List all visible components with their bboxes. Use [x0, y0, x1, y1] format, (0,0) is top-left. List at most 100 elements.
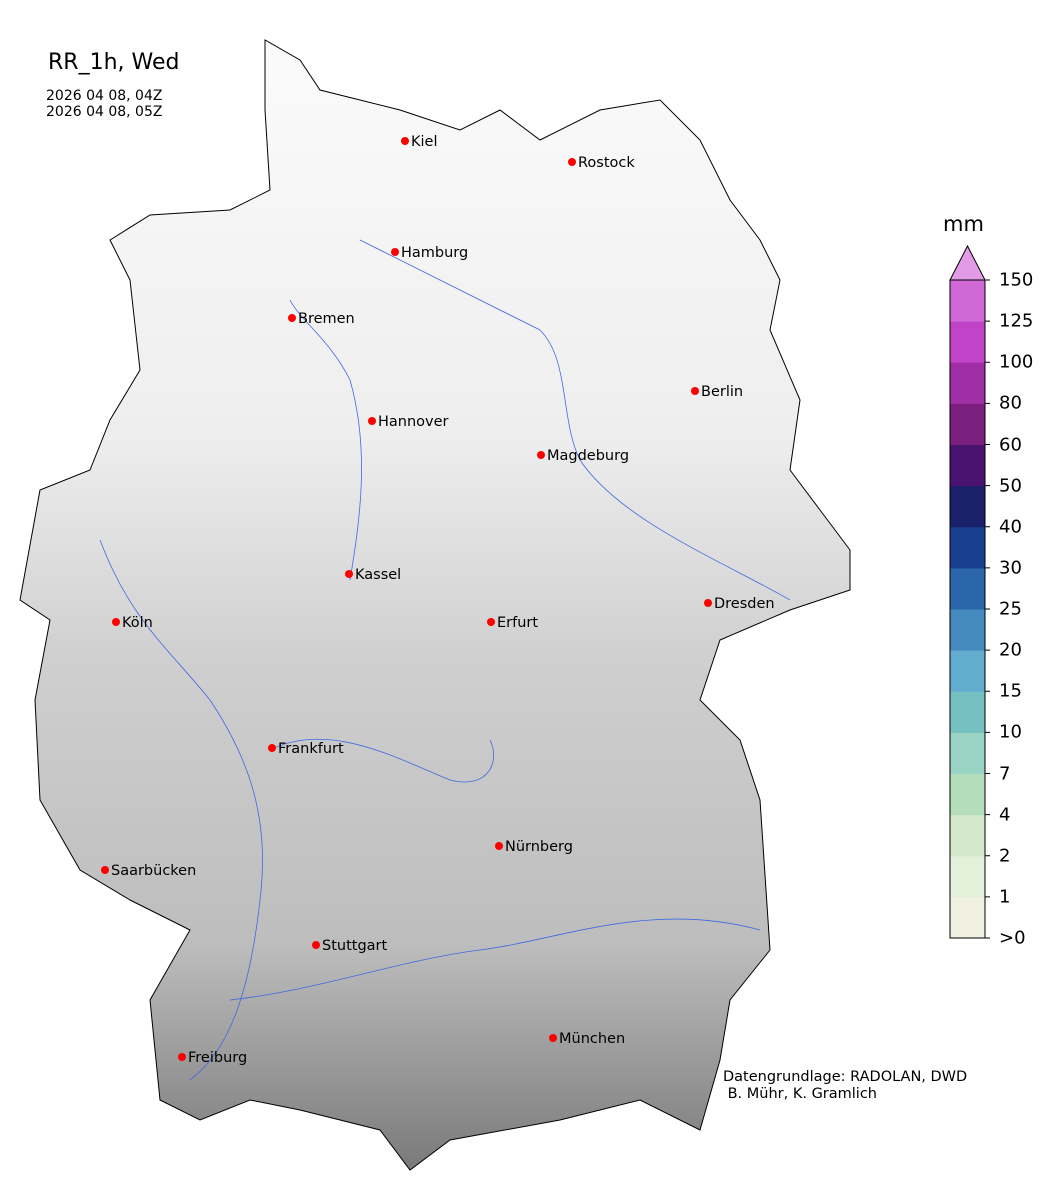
credits: Datengrundlage: RADOLAN, DWD B. Mühr, K.…: [723, 1069, 967, 1103]
city-label: Magdeburg: [547, 448, 629, 464]
credit-authors: B. Mühr, K. Gramlich: [723, 1086, 877, 1102]
city-saarbücken: Saarbücken: [101, 863, 196, 879]
city-berlin: Berlin: [691, 384, 743, 400]
colorbar-bin: [950, 567, 985, 610]
colorbar-bin: [950, 732, 985, 774]
city-label: Freiburg: [188, 1050, 247, 1066]
colorbar-bin: [950, 321, 985, 363]
colorbar-tick-label: 60: [999, 434, 1022, 455]
city-label: Köln: [122, 615, 153, 631]
colorbar-bin: [950, 855, 985, 898]
colorbar-tick-label: >0: [999, 927, 1026, 949]
city-label: Saarbücken: [111, 863, 196, 879]
colorbar-extend-arrow: [949, 244, 986, 281]
colorbar: [949, 244, 990, 939]
city-label: Nürnberg: [505, 839, 573, 855]
colorbar-tick-label: 1: [999, 886, 1011, 908]
city-label: Kassel: [355, 567, 401, 583]
colorbar-tick-label: 30: [999, 557, 1022, 579]
colorbar-tick-label: 100: [999, 351, 1034, 373]
river-danube: [229, 918, 761, 1001]
colorbar-tick-label: 2: [999, 845, 1011, 867]
city-stuttgart: Stuttgart: [312, 938, 388, 954]
colorbar-tick-label: 150: [999, 269, 1034, 291]
city-marker: [312, 941, 320, 949]
city-marker: [549, 1034, 557, 1042]
city-marker: [704, 599, 712, 607]
colorbar-tick-label: 25: [999, 598, 1022, 620]
city-marker: [178, 1053, 186, 1061]
city-marker: [288, 314, 296, 322]
colorbar-bin: [950, 362, 985, 404]
city-marker: [391, 248, 399, 256]
colorbar-tick-label: 125: [999, 310, 1034, 332]
city-nürnberg: Nürnberg: [495, 839, 573, 855]
colorbar-tick-label: 50: [999, 475, 1022, 497]
city-dresden: Dresden: [704, 596, 775, 612]
city-label: Dresden: [714, 596, 775, 612]
city-marker: [401, 137, 409, 145]
city-label: Hamburg: [401, 245, 468, 261]
city-magdeburg: Magdeburg: [537, 448, 629, 464]
city-freiburg: Freiburg: [178, 1050, 247, 1066]
colorbar-bin: [950, 280, 985, 322]
cities: Kiel Rostock Hamburg Bremen Berlin Hannover Ma…: [101, 134, 775, 1066]
city-kassel: Kassel: [345, 567, 401, 583]
city-label: Hannover: [378, 414, 449, 430]
colorbar-tick-label: 15: [999, 680, 1022, 702]
rivers: [99, 239, 791, 1081]
map-title: RR_1h, Wed: [48, 50, 180, 75]
colorbar-bin: [950, 650, 985, 692]
city-köln: Köln: [112, 615, 153, 631]
city-marker: [368, 417, 376, 425]
city-marker: [487, 618, 495, 626]
colorbar-bin: [950, 526, 985, 569]
river-weser: [289, 299, 362, 581]
city-label: Berlin: [701, 384, 743, 400]
city-bremen: Bremen: [288, 311, 355, 327]
city-marker: [268, 744, 276, 752]
colorbar-tick-label: 10: [999, 721, 1022, 743]
city-label: Bremen: [298, 311, 355, 327]
city-marker: [495, 842, 503, 850]
city-rostock: Rostock: [568, 155, 635, 171]
time-end: 2026 04 08, 05Z: [46, 104, 163, 120]
city-label: München: [559, 1031, 625, 1047]
city-marker: [537, 451, 545, 459]
city-frankfurt: Frankfurt: [268, 741, 344, 757]
time-start: 2026 04 08, 04Z: [46, 88, 163, 104]
river-rhine: [99, 539, 263, 1081]
city-erfurt: Erfurt: [487, 615, 538, 631]
city-hamburg: Hamburg: [391, 245, 468, 261]
colorbar-bin: [950, 691, 985, 733]
colorbar-bin: [950, 773, 985, 816]
city-label: Frankfurt: [278, 741, 344, 757]
colorbar-bin: [950, 403, 985, 445]
city-marker: [345, 570, 353, 578]
city-kiel: Kiel: [401, 134, 438, 150]
city-label: Rostock: [578, 155, 635, 171]
colorbar-bin: [950, 444, 985, 487]
city-label: Kiel: [411, 134, 438, 150]
colorbar-bin: [950, 609, 985, 651]
city-marker: [568, 158, 576, 166]
city-label: Erfurt: [497, 615, 538, 631]
city-label: Stuttgart: [322, 938, 388, 954]
colorbar-bin: [950, 896, 985, 939]
city-münchen: München: [549, 1031, 625, 1047]
colorbar-bin: [950, 485, 985, 528]
river-main: [269, 738, 494, 783]
city-marker: [112, 618, 120, 626]
city-marker: [691, 387, 699, 395]
germany-outline: [19, 39, 851, 1171]
river-elbe: [359, 239, 791, 601]
colorbar-tick-label: 80: [999, 392, 1022, 414]
colorbar-tick-label: 20: [999, 639, 1022, 661]
city-hannover: Hannover: [368, 414, 449, 430]
colorbar-tick-label: 4: [999, 804, 1011, 826]
colorbar-bin: [950, 814, 985, 857]
colorbar-unit: mm: [943, 212, 984, 236]
colorbar-tick-label: 40: [999, 516, 1022, 538]
credit-source: Datengrundlage: RADOLAN, DWD: [723, 1069, 968, 1085]
